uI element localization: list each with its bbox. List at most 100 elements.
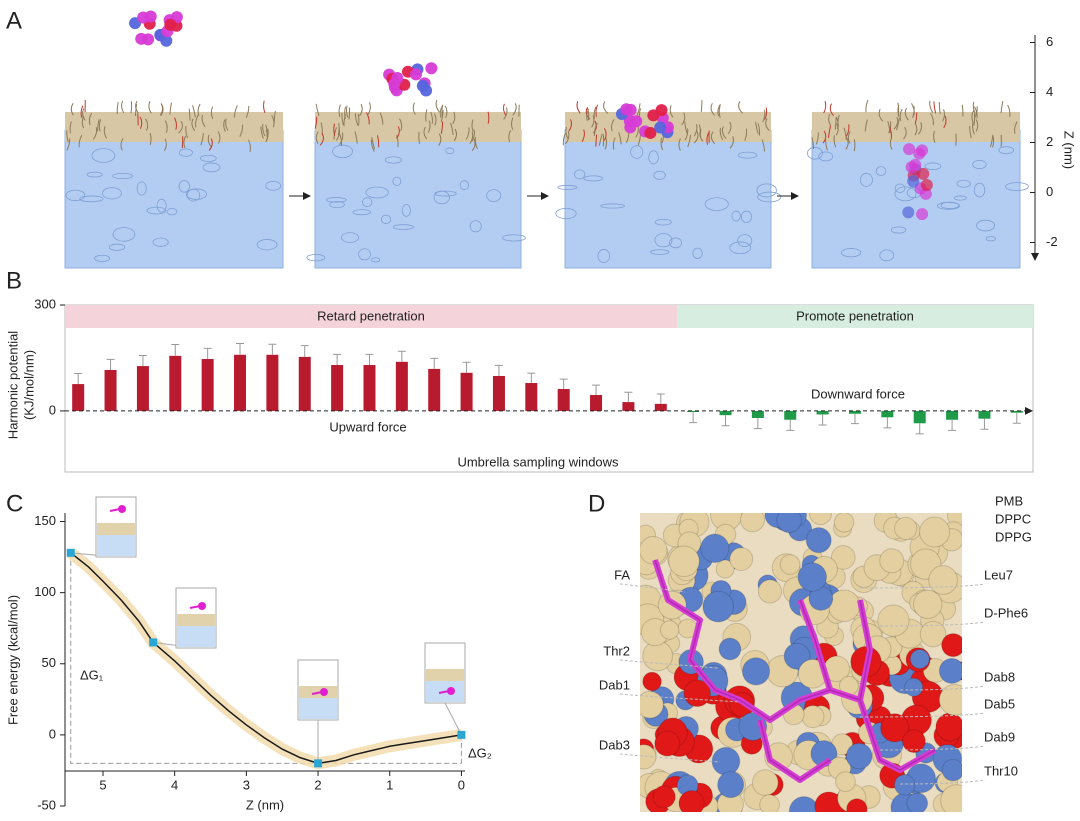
marker: [149, 638, 158, 647]
water-texture: [486, 189, 502, 202]
lipid-tail: [423, 126, 428, 140]
x-axis-title: Umbrella sampling windows: [457, 454, 619, 469]
marker: [457, 730, 466, 739]
lipid-tail: [972, 122, 975, 135]
residue-label: Dab1: [599, 677, 630, 692]
panel-d: PMB DPPC DPPG FA Thr2 Dab1 Dab3 Leu7 D-Phe6 Dab8 D…: [599, 493, 1032, 812]
lipid-tail: [450, 122, 454, 136]
lipid-tail: [938, 102, 941, 115]
lipid-tail: [439, 105, 444, 118]
water-texture: [890, 226, 907, 234]
error-bar: [430, 357, 439, 369]
atom: [805, 527, 832, 554]
lipid-tail: [469, 131, 474, 145]
water-texture: [956, 179, 971, 188]
bar: [234, 354, 247, 411]
leader-line: [899, 779, 986, 785]
lipid-tail: [69, 121, 72, 134]
bar: [428, 368, 441, 411]
lipid-tail: [339, 133, 343, 146]
lipid-tail: [827, 125, 831, 138]
error-bar: [74, 372, 83, 385]
leader-line: [859, 712, 986, 718]
water-texture: [325, 197, 347, 203]
atom: [880, 713, 910, 743]
lipid-tail: [471, 138, 476, 152]
bar: [687, 410, 700, 412]
lipid-tail: [217, 131, 221, 144]
lipid-tail: [344, 106, 347, 119]
lipid-tail: [700, 100, 703, 113]
lipid-tail: [911, 103, 915, 116]
residue-label: FA: [614, 567, 630, 582]
z-tick-label: 2: [1046, 134, 1053, 149]
lipid-tail: [354, 113, 359, 126]
lipid-tail: [148, 101, 152, 114]
error-bar: [494, 364, 503, 376]
water-texture: [731, 210, 741, 222]
water-texture: [555, 207, 577, 220]
atom: [715, 559, 735, 579]
lipid-tail: [744, 128, 748, 141]
lipid-tail: [729, 136, 734, 149]
lipid-tail: [835, 123, 839, 136]
atom: [909, 649, 930, 670]
peptide-atom: [391, 72, 404, 85]
lipid-tail: [969, 126, 972, 139]
inset-water: [177, 626, 215, 647]
lipid-tail: [853, 139, 856, 152]
water-texture: [358, 248, 371, 261]
lipid-tail: [973, 113, 976, 126]
lipid-tail: [358, 103, 363, 117]
lipid-tail: [845, 137, 849, 150]
water-texture: [469, 220, 482, 233]
lipid-tail: [878, 108, 884, 122]
region-label: Promote penetration: [796, 308, 914, 323]
lipid-tail: [738, 100, 744, 114]
y-tick-label: 150: [34, 513, 56, 528]
lipid-tail: [710, 103, 716, 116]
water-texture: [362, 197, 373, 208]
lipid-tail: [511, 117, 514, 130]
atom: [700, 533, 730, 564]
atom: [739, 513, 765, 533]
lipid-tail: [581, 129, 585, 142]
residue-label: Dab5: [984, 696, 1015, 711]
water-texture: [757, 191, 782, 203]
bar: [557, 389, 570, 411]
atom: [797, 562, 827, 592]
annotation: ΔG₁: [80, 667, 104, 682]
peptide-atom: [903, 143, 916, 156]
bar: [622, 402, 635, 411]
lipid-tail: [135, 100, 139, 114]
error-bar: [203, 347, 212, 360]
bar: [525, 383, 538, 411]
water-texture: [650, 249, 670, 255]
lipid-tail: [139, 116, 143, 129]
water-texture: [729, 241, 752, 255]
x-tick-label: 4: [171, 777, 178, 792]
water-texture: [79, 195, 104, 203]
peptide-atom: [142, 33, 155, 46]
region-band: [676, 305, 1033, 328]
water-texture: [583, 175, 604, 182]
atom: [751, 769, 779, 796]
marker: [66, 548, 75, 557]
lipid-tail: [843, 127, 847, 140]
lipid-tail: [888, 121, 892, 134]
peptide-atom: [624, 103, 637, 116]
z-tick-label: -2: [1046, 234, 1058, 249]
atom: [741, 657, 771, 686]
water-box: [64, 129, 284, 269]
x-tick-label: 5: [99, 777, 106, 792]
peptide-atom: [644, 126, 657, 139]
lipid-tail: [503, 107, 508, 120]
residue-label: Leu7: [984, 567, 1013, 582]
panel-letter: A: [6, 7, 22, 34]
peptide-atom: [902, 206, 915, 219]
atom: [718, 637, 742, 661]
y-tick-label: -50: [37, 797, 56, 812]
water-texture: [574, 169, 586, 180]
peptide-atom: [919, 187, 932, 200]
